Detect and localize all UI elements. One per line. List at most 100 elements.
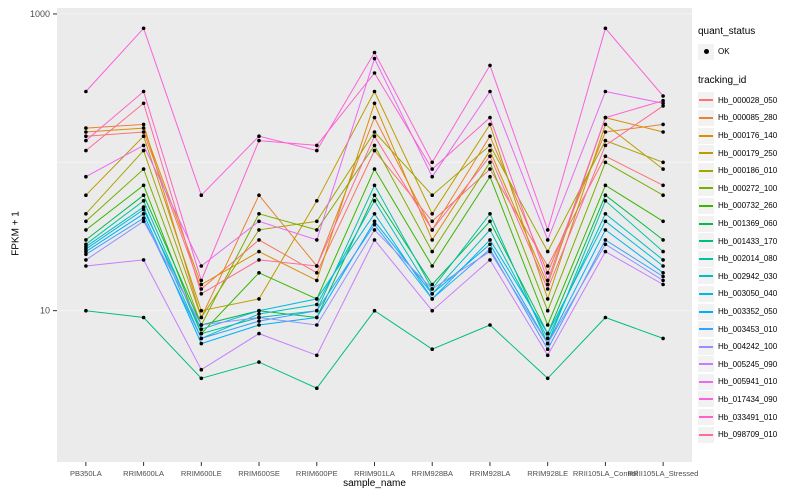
point-swatch-icon [703,49,709,55]
legend-item-label: Hb_003352_050 [718,307,778,317]
data-point [199,331,204,336]
data-point [141,212,146,216]
data-point [430,347,435,352]
data-point [141,122,146,127]
legend-key [698,162,714,179]
data-point [661,193,665,197]
legend-item-Hb_005245_090: Hb_005245_090 [698,356,800,374]
line-swatch-icon [699,275,713,278]
legend-item-Hb_003352_050: Hb_003352_050 [698,303,800,321]
x-tick-label: RRIM901LA [354,469,395,478]
data-point [141,183,146,188]
data-point [488,212,492,216]
data-point [84,264,88,268]
data-point [603,238,608,242]
data-point [315,228,319,232]
data-point [603,26,608,31]
data-point [257,297,261,301]
data-point [430,249,435,254]
legend-key [698,391,714,408]
data-point [661,130,665,134]
legend-key [698,338,714,355]
data-point [315,143,319,148]
data-point [84,228,88,232]
data-point [488,154,492,158]
data-point [372,56,377,61]
data-point [372,212,377,216]
legend-item-Hb_098709_010: Hb_098709_010 [698,426,800,444]
data-point [372,219,377,224]
data-point [545,249,550,254]
legend-key [698,250,714,267]
line-swatch-icon [699,257,713,260]
tracking-id-legend-items: Hb_000028_050 Hb_000085_280 Hb_000176_140 H… [698,92,800,444]
data-point [488,63,492,68]
data-point [430,174,435,179]
data-point [430,287,435,291]
data-point [661,104,665,108]
data-point [545,271,550,275]
legend-key [698,303,714,320]
data-point [141,205,146,209]
legend-key [698,109,714,126]
data-point [141,126,146,130]
data-point [488,115,492,120]
data-point [545,287,550,291]
data-point [84,252,88,257]
data-point [315,219,319,224]
line-swatch-icon [699,204,713,207]
line-swatch-icon [699,222,713,225]
legend-item-label: Hb_000176_140 [718,131,778,141]
data-point [84,258,88,262]
x-tick-label: RRII105LA_Stressed [628,469,698,478]
data-point [603,212,608,216]
data-point [84,148,88,153]
data-point [257,138,261,143]
data-point [545,341,550,346]
data-point [545,238,550,242]
data-point [315,264,319,268]
line-swatch-icon [699,380,713,383]
data-point [84,238,88,242]
data-point [84,89,88,94]
legend-item-label: Hb_000732_260 [718,201,778,211]
data-point [141,207,146,212]
data-point [488,219,492,224]
legend-item-label: Hb_000179_250 [718,148,778,158]
data-point [545,264,550,268]
legend-item-Hb_002942_030: Hb_002942_030 [698,268,800,286]
data-point [661,282,665,287]
y-tick-label: 1000 [30,9,50,19]
legend-key [698,268,714,285]
legend-key [698,233,714,250]
data-point [372,130,377,134]
x-tick-label: RRIM600SE [238,469,280,478]
data-point [257,249,261,254]
data-point [545,278,550,283]
data-point [430,292,435,296]
data-point [661,336,665,341]
line-swatch-icon [699,310,713,313]
legend-key [698,356,714,373]
data-point [661,94,665,98]
quant-status-legend: quant_status OK [698,26,800,61]
x-tick-label: PB350LA [70,469,102,478]
data-point [84,134,88,138]
data-point [603,219,608,224]
legend-item-Hb_005941_010: Hb_005941_010 [698,373,800,391]
tracking-id-legend: tracking_id Hb_000028_050 Hb_000085_280 Hb… [698,75,800,444]
data-point [141,101,146,106]
data-point [603,154,608,158]
data-point [141,134,146,138]
data-point [199,282,204,287]
data-point [84,308,88,313]
quant-status-legend-title: quant_status [698,26,756,37]
data-point [199,193,204,197]
x-tick-label: RRIM928LE [527,469,568,478]
legend-key [698,197,714,214]
data-point [84,249,88,254]
data-point [257,193,261,197]
legend-item-label: Hb_001433_170 [718,236,778,246]
data-point [257,228,261,232]
data-point [488,247,492,251]
